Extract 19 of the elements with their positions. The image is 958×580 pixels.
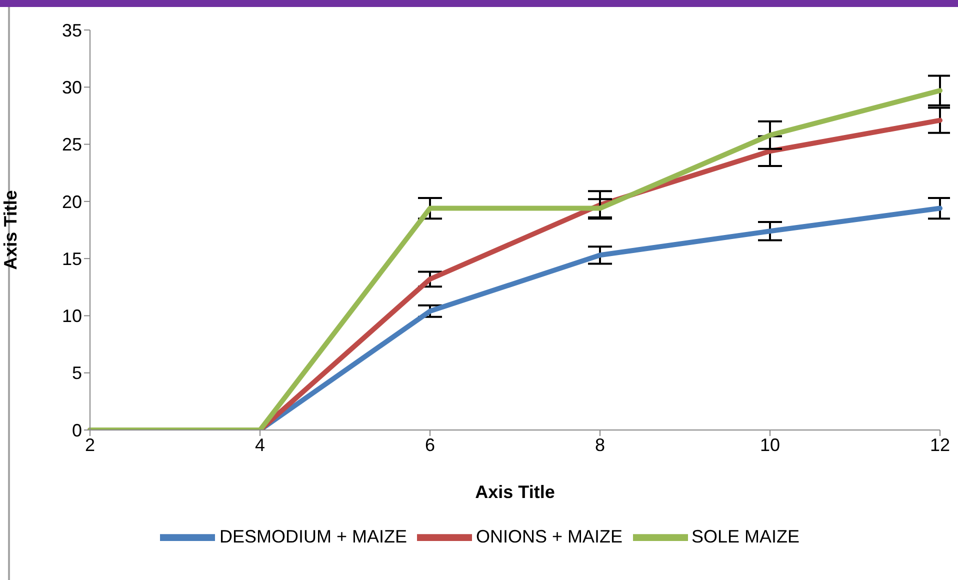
y-axis-title: Axis Title bbox=[0, 190, 20, 270]
x-tick-label: 4 bbox=[254, 434, 266, 455]
x-tick-label: 6 bbox=[424, 434, 436, 455]
y-tick-label: 30 bbox=[62, 78, 82, 98]
x-tick-label: 10 bbox=[760, 434, 780, 455]
x-axis-title: Axis Title bbox=[475, 482, 555, 502]
y-tick-label: 35 bbox=[62, 20, 82, 40]
y-tick-label: 10 bbox=[62, 306, 82, 326]
legend-label: ONIONS + MAIZE bbox=[476, 526, 622, 546]
x-tick-label: 12 bbox=[930, 434, 950, 455]
y-tick-label: 20 bbox=[62, 192, 82, 212]
y-tick-label: 5 bbox=[72, 363, 82, 384]
legend-label: DESMODIUM + MAIZE bbox=[219, 526, 407, 546]
y-tick-label: 25 bbox=[62, 134, 82, 155]
y-tick-label: 15 bbox=[62, 248, 82, 269]
x-tick-label: 8 bbox=[594, 434, 606, 455]
x-tick-label: 2 bbox=[84, 434, 96, 455]
y-tick-label: 0 bbox=[72, 420, 82, 440]
legend-label: SOLE MAIZE bbox=[692, 526, 800, 546]
